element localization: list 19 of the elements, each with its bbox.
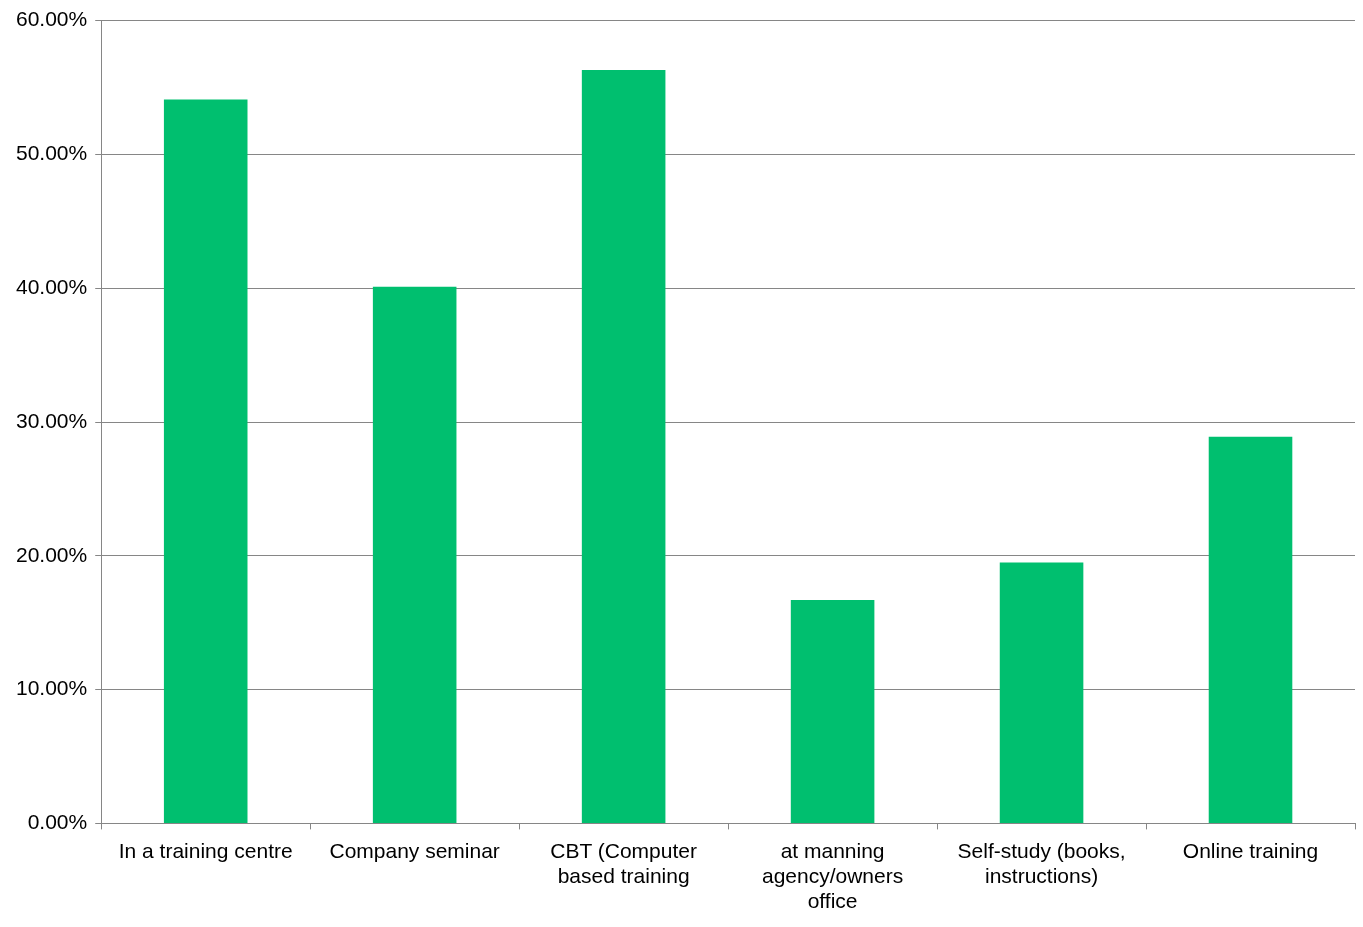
y-tick-label: 50.00% [15,141,88,165]
x-tick-label: Self-study (books, instructions) [957,838,1126,887]
bar [163,99,248,823]
x-tick-label: CBT (Computer based training [550,838,697,887]
x-tick-label: at manning agency/owners office [761,838,904,913]
bar [372,286,457,823]
bar [581,70,666,823]
y-tick-label: 0.00% [27,810,88,834]
x-tick-label: Company seminar [329,838,500,862]
y-tick-label: 30.00% [15,408,88,432]
bar [999,562,1084,823]
y-tick-label: 20.00% [15,542,88,566]
y-tick-label: 60.00% [15,7,88,31]
x-tick-label: Online training [1182,838,1319,862]
bar [1208,436,1293,823]
bar [790,599,875,823]
y-tick-label: 10.00% [15,676,88,700]
x-tick-label: In a training centre [118,838,293,862]
y-tick-label: 40.00% [15,275,88,298]
